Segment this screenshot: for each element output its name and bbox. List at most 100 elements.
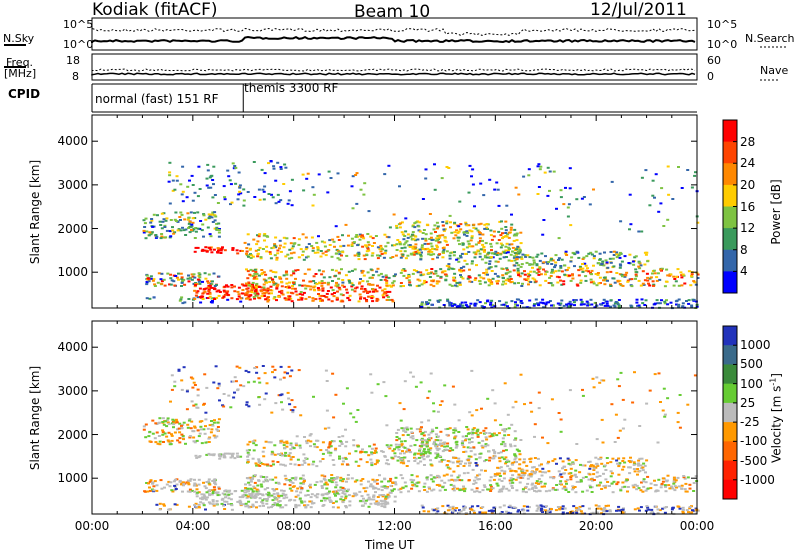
- velocity-cell: [505, 461, 508, 463]
- velocity-cell: [306, 439, 310, 442]
- velocity-cell: [208, 502, 212, 505]
- power-cell: [350, 282, 354, 285]
- power-cell: [602, 298, 606, 301]
- velocity-cell: [428, 487, 431, 490]
- velocity-cell: [202, 496, 206, 499]
- power-cell: [491, 256, 495, 259]
- power-cell: [487, 267, 491, 270]
- y-tick-label: 3000: [57, 383, 88, 398]
- power-cell: [340, 254, 343, 257]
- power-cell: [267, 162, 270, 165]
- velocity-cell: [220, 453, 224, 456]
- power-cell: [170, 279, 174, 282]
- power-cell: [612, 277, 616, 280]
- velocity-cell: [610, 403, 614, 406]
- power-cell: [640, 230, 644, 233]
- power-cell: [274, 271, 278, 274]
- velocity-cell: [300, 488, 303, 491]
- power-cell: [175, 175, 179, 178]
- power-cell: [527, 283, 530, 286]
- power-cell: [319, 250, 323, 252]
- velocity-cell: [289, 480, 293, 483]
- velocity-cell: [252, 485, 256, 488]
- velocity-cell: [216, 491, 220, 494]
- velocity-cell: [449, 447, 453, 450]
- power-cell: [516, 271, 520, 274]
- power-cell: [187, 280, 191, 283]
- power-cell: [383, 291, 387, 294]
- velocity-cell: [279, 506, 283, 509]
- power-cell: [178, 299, 182, 302]
- power-cell: [217, 275, 221, 278]
- velocity-cell: [635, 484, 639, 487]
- velocity-cell: [218, 454, 221, 457]
- power-cell: [470, 280, 474, 283]
- velocity-cell: [436, 453, 440, 456]
- velocity-cell: [654, 505, 658, 508]
- power-cell: [424, 177, 428, 180]
- velocity-cell: [517, 473, 521, 476]
- power-cell: [305, 177, 309, 180]
- power-cell: [484, 302, 487, 305]
- velocity-cell: [295, 490, 299, 493]
- velocity-cell: [165, 435, 169, 438]
- power-cell: [442, 229, 446, 232]
- velocity-cell: [658, 509, 662, 512]
- power-cell: [634, 255, 638, 258]
- power-cell: [285, 273, 289, 276]
- power-cell: [477, 241, 481, 244]
- velocity-cell: [195, 406, 199, 409]
- velocity-cell: [413, 460, 417, 462]
- power-cell: [246, 291, 250, 294]
- velocity-cell: [284, 504, 288, 507]
- velocity-cell: [192, 430, 196, 433]
- power-cell: [556, 281, 560, 284]
- velocity-cell: [438, 460, 442, 463]
- power-cell: [201, 298, 205, 300]
- velocity-cell: [470, 488, 474, 491]
- velocity-cell: [451, 461, 455, 464]
- power-cell: [465, 234, 469, 237]
- velocity-cell: [647, 508, 651, 511]
- velocity-cell: [431, 480, 435, 483]
- power-cell: [527, 168, 531, 171]
- velocity-cell: [344, 457, 348, 460]
- power-cell: [427, 253, 431, 256]
- power-cell: [668, 274, 672, 277]
- power-cell: [515, 253, 519, 256]
- power-cell: [629, 304, 633, 307]
- power-cell: [428, 276, 432, 278]
- power-cell: [459, 276, 463, 278]
- power-cell: [262, 190, 266, 193]
- velocity-cell: [295, 435, 299, 438]
- velocity-cell: [340, 463, 344, 466]
- power-cell: [531, 266, 534, 269]
- velocity-cell: [158, 440, 162, 443]
- power-cell: [569, 224, 573, 227]
- velocity-cell: [684, 482, 688, 485]
- velocity-cell: [185, 390, 189, 393]
- velocity-cell: [401, 450, 404, 453]
- power-cell: [510, 223, 514, 226]
- power-cell: [464, 304, 468, 307]
- velocity-cell: [522, 509, 526, 512]
- velocity-cell: [549, 476, 553, 479]
- velocity-cell: [197, 503, 201, 506]
- power-cell: [203, 290, 207, 293]
- velocity-cell: [257, 458, 261, 461]
- power-cell: [550, 304, 553, 307]
- velocity-cell: [473, 453, 477, 456]
- power-cell: [436, 274, 440, 277]
- velocity-cell: [536, 457, 540, 460]
- velocity-cell: [427, 419, 431, 422]
- power-cell: [613, 281, 617, 284]
- velocity-cell: [659, 486, 663, 489]
- power-cell: [266, 296, 270, 299]
- power-cell: [692, 298, 696, 301]
- power-cell: [186, 218, 190, 221]
- power-cell: [411, 272, 415, 275]
- power-cell: [602, 279, 605, 282]
- velocity-cell: [469, 450, 473, 453]
- velocity-cell: [177, 368, 181, 371]
- power-cell: [399, 250, 403, 253]
